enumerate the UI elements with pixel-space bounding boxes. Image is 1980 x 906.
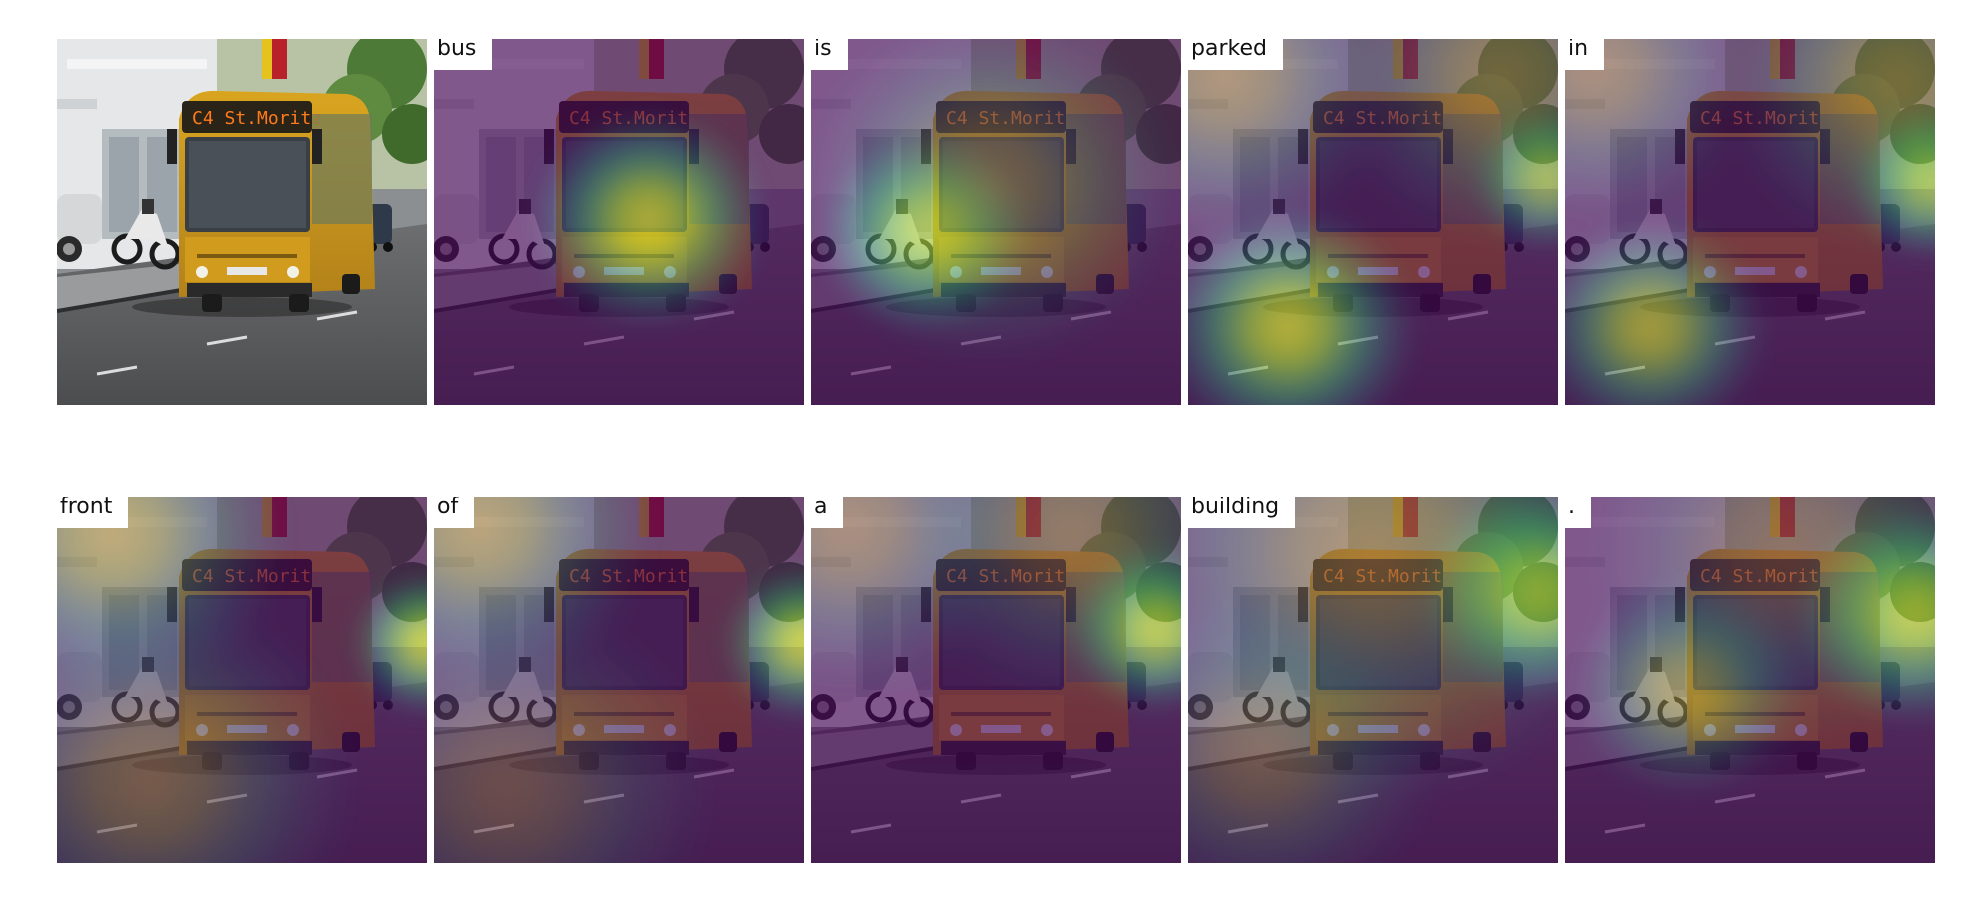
attention-panel-period: C4 St.Moritz .	[1565, 497, 1935, 863]
attention-panel-bus: C4 St.Moritz bus	[434, 39, 804, 405]
attention-heatmap: C4 St.Moritz	[434, 39, 804, 405]
attention-panel-parked: C4 St.Moritz parked	[1188, 39, 1558, 405]
word-label: front	[57, 497, 129, 528]
word-label: building	[1188, 497, 1296, 528]
attention-panel-front: C4 St.Moritz front	[57, 497, 427, 863]
source-image-panel: C4 St.Moritz	[57, 39, 427, 405]
attention-heatmap: C4 St.Moritz	[1188, 497, 1558, 863]
svg-text:C4 St.Moritz: C4 St.Moritz	[192, 108, 322, 129]
attention-heatmap: C4 St.Moritz	[57, 497, 427, 863]
word-label: .	[1565, 497, 1591, 528]
attention-heatmap: C4 St.Moritz	[434, 497, 804, 863]
word-label: a	[811, 497, 844, 528]
attention-panel-of: C4 St.Moritz of	[434, 497, 804, 863]
word-label: bus	[434, 39, 493, 70]
attention-panel-in: C4 St.Moritz in	[1565, 39, 1935, 405]
word-label: parked	[1188, 39, 1283, 70]
word-label: of	[434, 497, 475, 528]
word-label: is	[811, 39, 848, 70]
attention-heatmap: C4 St.Moritz	[1188, 39, 1558, 405]
attention-heatmap: C4 St.Moritz	[1565, 39, 1935, 405]
attention-heatmap: C4 St.Moritz	[1565, 497, 1935, 863]
attention-heatmap: C4 St.Moritz	[811, 497, 1181, 863]
attention-panel-building: C4 St.Moritz building	[1188, 497, 1558, 863]
attention-heatmap: C4 St.Moritz	[811, 39, 1181, 405]
bus-photo: C4 St.Moritz	[57, 39, 427, 405]
attention-panel-a: C4 St.Moritz a	[811, 497, 1181, 863]
word-label: in	[1565, 39, 1605, 70]
attention-panel-is: C4 St.Moritz is	[811, 39, 1181, 405]
